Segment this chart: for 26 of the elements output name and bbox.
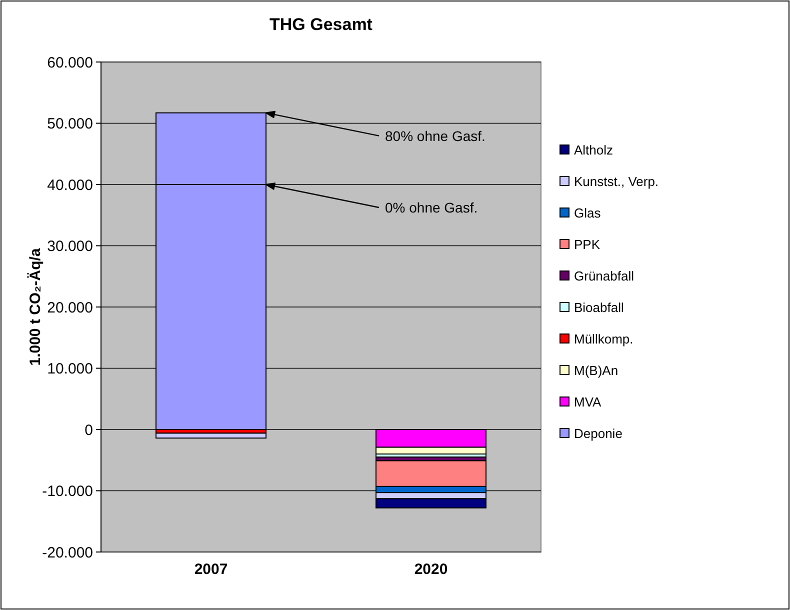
legend-label: Grünabfall bbox=[574, 268, 634, 284]
annotation: 80% ohne Gasf. bbox=[385, 128, 486, 144]
chart-title: THG Gesamt bbox=[270, 15, 373, 34]
legend-label: Müllkomp. bbox=[574, 332, 634, 347]
legend-label: Altholz bbox=[574, 142, 614, 158]
legend-label: M(B)An bbox=[574, 363, 618, 378]
annotation: 0% ohne Gasf. bbox=[385, 200, 478, 216]
x-tick-label: 2007 bbox=[194, 561, 228, 578]
y-tick-label: 20.000 bbox=[47, 299, 93, 316]
legend-label: Bioabfall bbox=[574, 300, 624, 316]
legend-label: MVA bbox=[574, 394, 602, 410]
legend-label: Deponie bbox=[574, 426, 622, 442]
legend-label: PPK bbox=[574, 237, 600, 252]
y-tick-label: 0 bbox=[84, 422, 93, 439]
bar bbox=[156, 432, 266, 439]
legend-label: Glas bbox=[574, 206, 602, 221]
y-tick-label: 40.000 bbox=[47, 176, 93, 194]
legend-label: Kunstst., Verp. bbox=[574, 174, 659, 190]
y-tick-label: 10.000 bbox=[47, 360, 93, 378]
y-tick-label: 50.000 bbox=[47, 116, 93, 132]
x-tick-label: 2020 bbox=[414, 561, 448, 578]
y-axis-title: 1.000 t CO₂-Äq/a bbox=[27, 248, 44, 366]
y-tick-label: -10.000 bbox=[42, 483, 93, 500]
y-tick-label: 30.000 bbox=[47, 238, 93, 255]
y-tick-label: 60.000 bbox=[47, 54, 93, 72]
y-tick-label: -20.000 bbox=[42, 544, 93, 562]
